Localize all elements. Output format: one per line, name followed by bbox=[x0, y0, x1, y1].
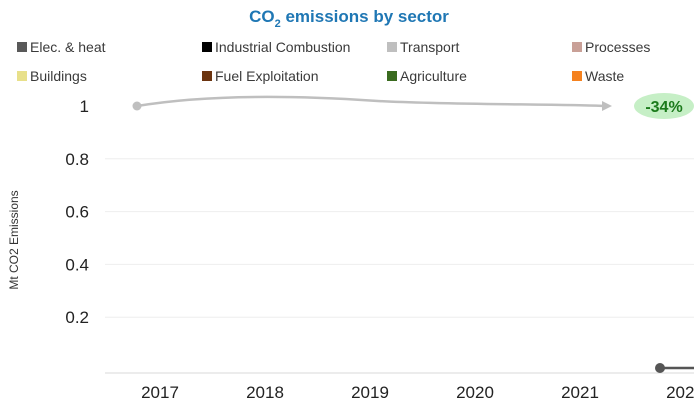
legend: Elec. & heat Industrial Combustion Transpo… bbox=[17, 39, 650, 84]
change-badge-bg bbox=[634, 93, 694, 119]
legend-swatch bbox=[202, 71, 212, 81]
legend-swatch bbox=[202, 42, 212, 52]
y-tick-label: 0.8 bbox=[65, 150, 89, 169]
legend-swatch bbox=[17, 42, 27, 52]
chart-title-main: CO bbox=[249, 7, 275, 26]
legend-label: Elec. & heat bbox=[30, 39, 106, 55]
x-tick-label: 2021 bbox=[561, 383, 599, 402]
y-axis-ticks: 1 0.8 0.6 0.4 0.2 bbox=[65, 97, 89, 327]
change-badge-text: -34% bbox=[645, 99, 682, 116]
chart-title: CO2 emissions by sector bbox=[249, 7, 449, 30]
legend-label: Processes bbox=[585, 39, 650, 55]
legend-label: Buildings bbox=[30, 68, 87, 84]
x-axis-ticks: 2017 2018 2019 2020 2021 2022 bbox=[141, 383, 694, 402]
legend-swatch bbox=[572, 42, 582, 52]
legend-label: Waste bbox=[585, 68, 624, 84]
gridlines bbox=[105, 158, 694, 318]
y-tick-label: 1 bbox=[80, 97, 89, 116]
y-axis-label: Mt CO2 Emissions bbox=[7, 190, 21, 289]
x-tick-label: 2018 bbox=[246, 383, 284, 402]
change-badge: -34% bbox=[634, 93, 694, 119]
trend-line-group bbox=[132, 95, 612, 111]
x-tick-label: 2019 bbox=[351, 383, 389, 402]
chart-title-suffix: emissions by sector bbox=[281, 7, 450, 26]
y-tick-label: 0.4 bbox=[65, 255, 89, 274]
legend-swatch bbox=[572, 71, 582, 81]
legend-label: Transport bbox=[400, 39, 460, 55]
trend-line bbox=[136, 95, 605, 108]
y-tick-label: 0.2 bbox=[65, 308, 89, 327]
x-tick-label: 2022 bbox=[666, 383, 694, 402]
legend-label: Industrial Combustion bbox=[215, 39, 350, 55]
trend-arrowhead bbox=[602, 101, 612, 111]
legend-label: Fuel Exploitation bbox=[215, 68, 319, 84]
x-tick-label: 2017 bbox=[141, 383, 179, 402]
chart-title-subscript: 2 bbox=[275, 18, 281, 30]
end-marker-group bbox=[655, 363, 694, 373]
legend-label: Agriculture bbox=[400, 68, 467, 84]
legend-swatch bbox=[17, 71, 27, 81]
end-marker-point bbox=[655, 363, 665, 373]
y-tick-label: 0.6 bbox=[65, 203, 89, 222]
trend-start-point bbox=[132, 101, 142, 111]
x-tick-label: 2020 bbox=[456, 383, 494, 402]
legend-swatch bbox=[387, 71, 397, 81]
legend-swatch bbox=[387, 42, 397, 52]
